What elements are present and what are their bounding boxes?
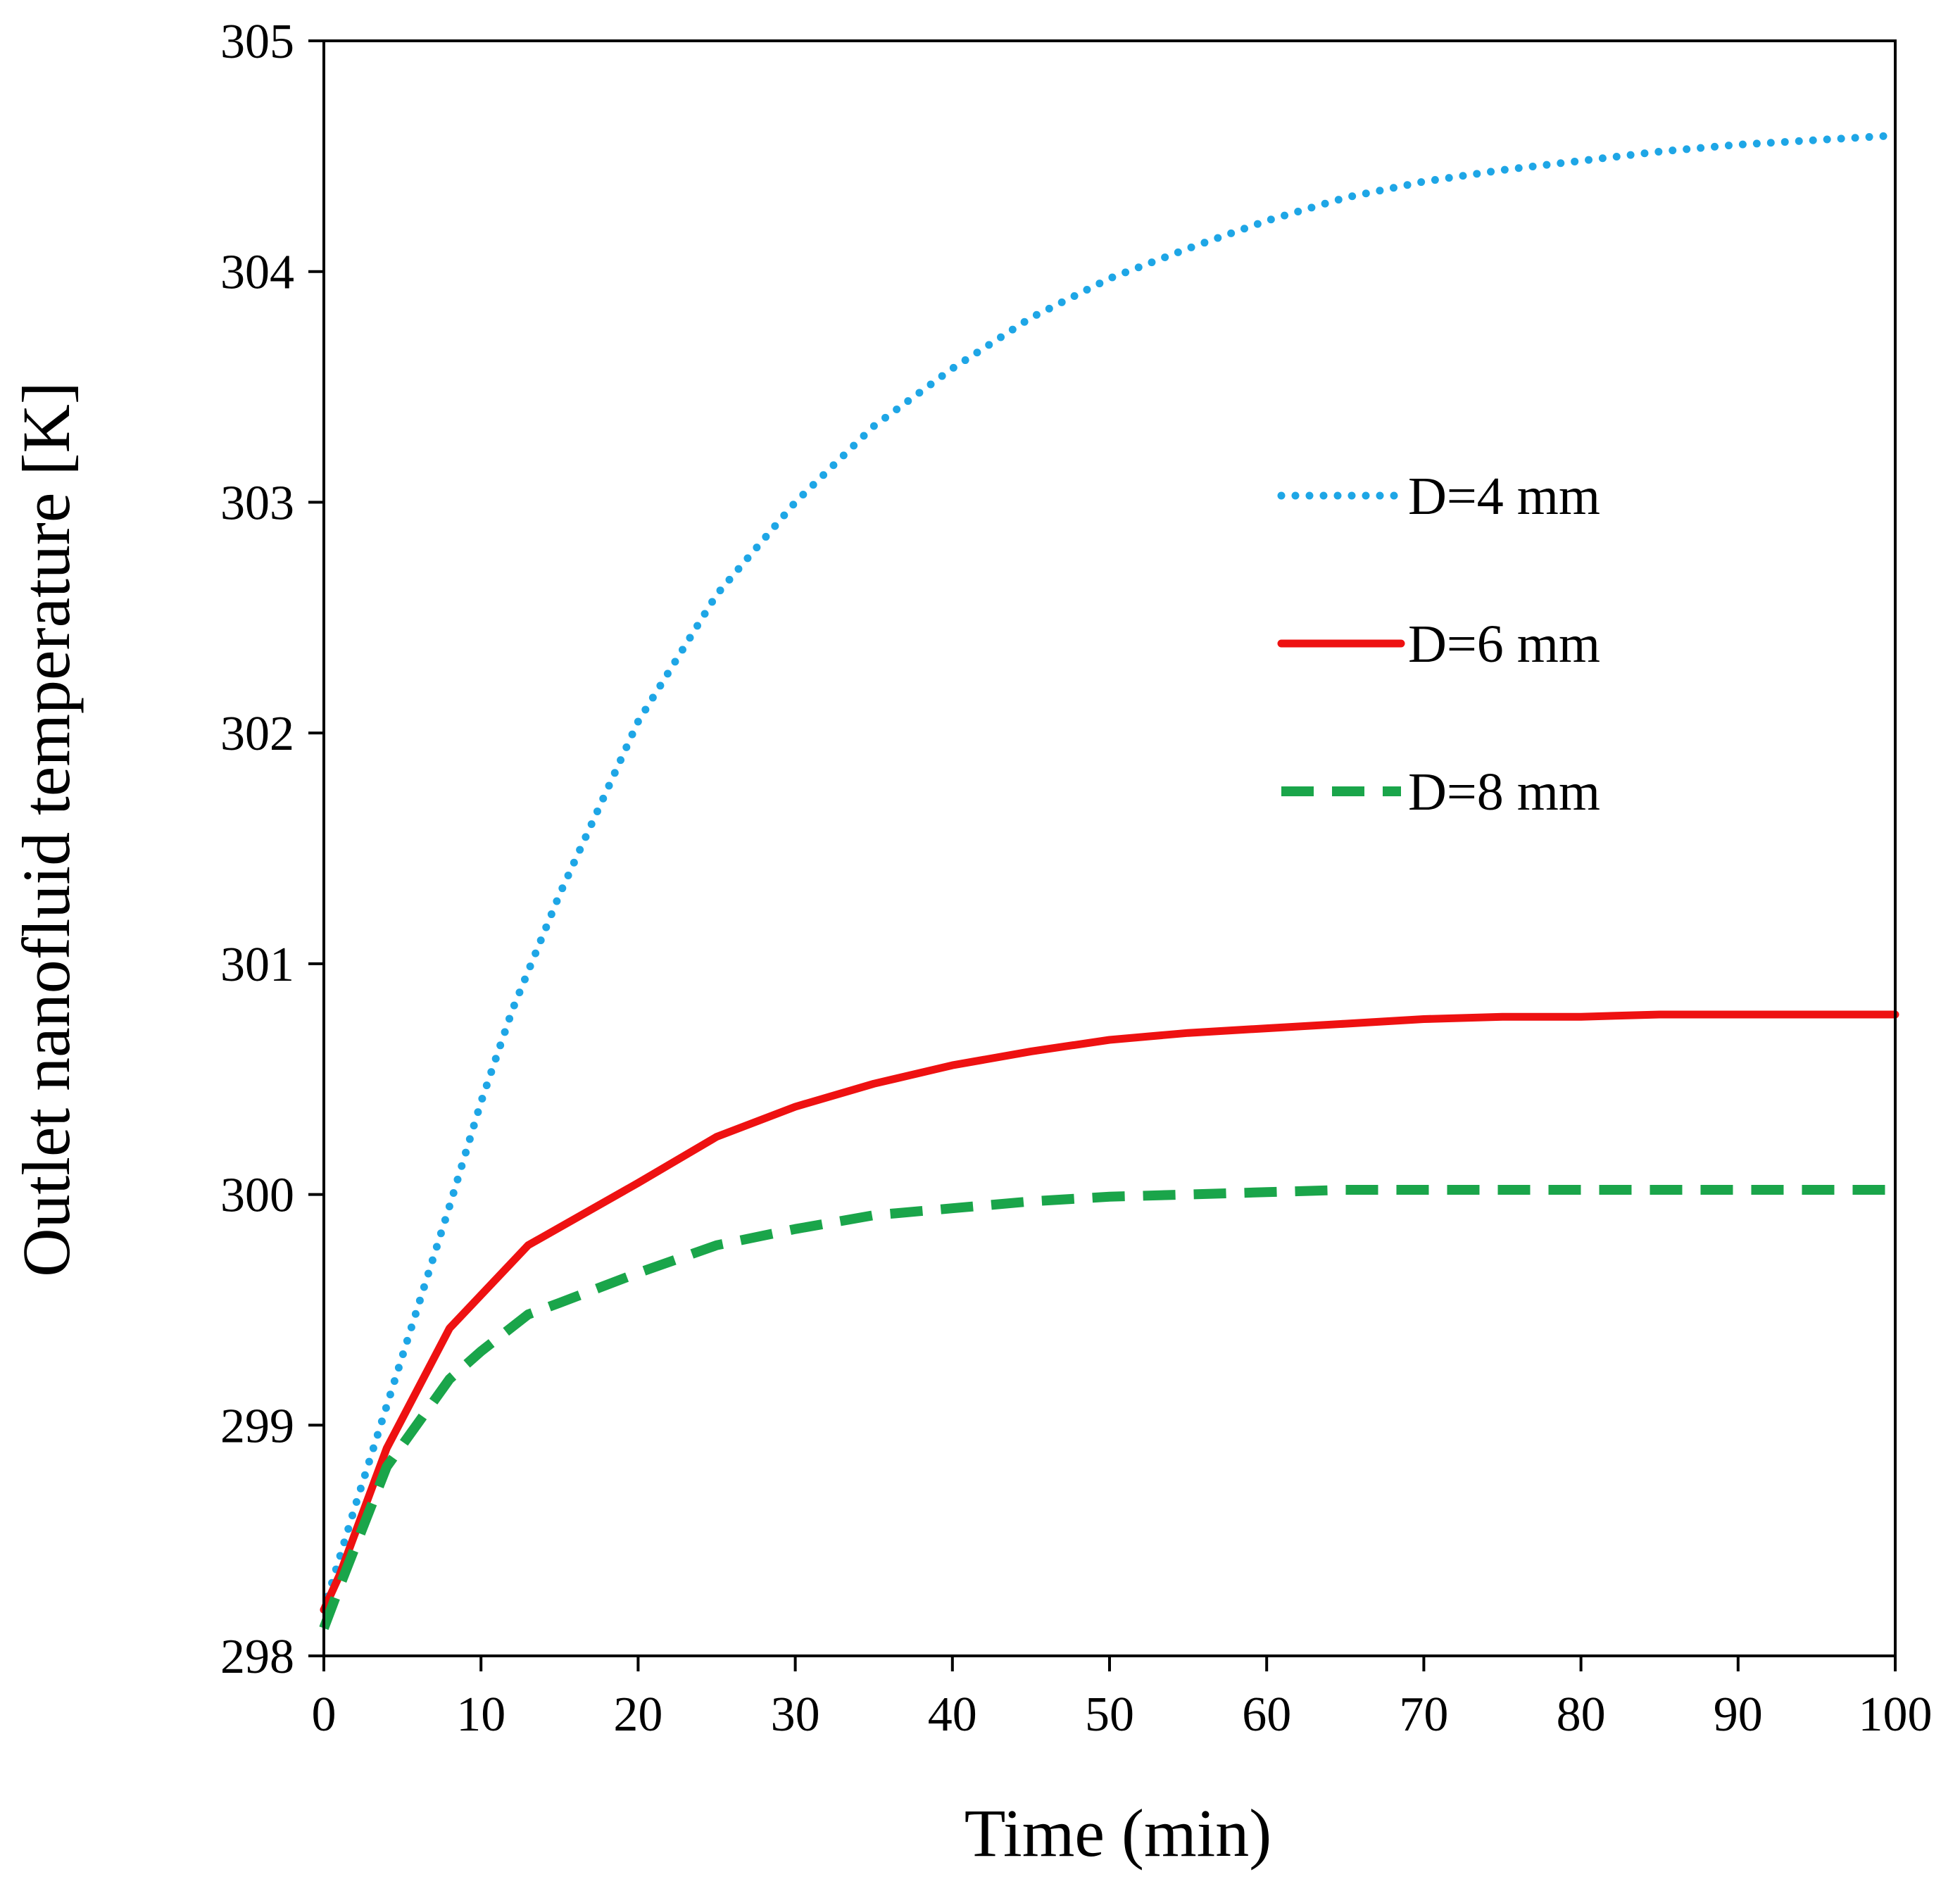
plot-area xyxy=(319,131,1899,1631)
y-tick-label: 305 xyxy=(220,15,294,69)
series-line-d-6-mm xyxy=(320,1010,1899,1614)
y-tick-label: 300 xyxy=(220,1169,294,1223)
legend-label-d-4-mm: D=4 mm xyxy=(1408,467,1600,526)
y-tick-label: 302 xyxy=(220,707,294,761)
y-axis-title: Outlet nanofluid temperature [K] xyxy=(8,382,84,1277)
x-axis-title: Time (min) xyxy=(965,1795,1272,1871)
x-tick-label: 100 xyxy=(1859,1688,1933,1742)
x-tick-label: 60 xyxy=(1242,1688,1291,1742)
y-tick-label: 303 xyxy=(220,476,294,530)
plot-frame xyxy=(322,39,1897,1657)
x-tick-label: 40 xyxy=(928,1688,977,1742)
x-tick-label: 80 xyxy=(1557,1688,1606,1742)
x-tick-label: 90 xyxy=(1714,1688,1763,1742)
series-line-d-8-mm xyxy=(319,1185,1895,1631)
x-tick-label: 10 xyxy=(456,1688,505,1742)
x-tick-label: 30 xyxy=(771,1688,820,1742)
legend-label-d-6-mm: D=6 mm xyxy=(1408,615,1600,674)
x-tick-label: 70 xyxy=(1399,1688,1448,1742)
series-line-d-4-mm xyxy=(320,131,1899,1614)
y-tick-label: 298 xyxy=(220,1630,294,1684)
y-tick-label: 299 xyxy=(220,1399,294,1453)
legend-label-d-8-mm: D=8 mm xyxy=(1408,762,1600,822)
x-tick-label: 20 xyxy=(613,1688,662,1742)
x-tick-label: 50 xyxy=(1085,1688,1134,1742)
legend: D=4 mm D=6 mm D=8 mm xyxy=(1277,467,1600,822)
axes: 0 10 20 30 40 50 60 70 80 90 100 298 299 300 301 302 303… xyxy=(220,15,1933,1742)
y-tick-label: 304 xyxy=(220,246,294,300)
x-tick-label: 0 xyxy=(312,1688,337,1742)
y-tick-label: 301 xyxy=(220,938,294,992)
